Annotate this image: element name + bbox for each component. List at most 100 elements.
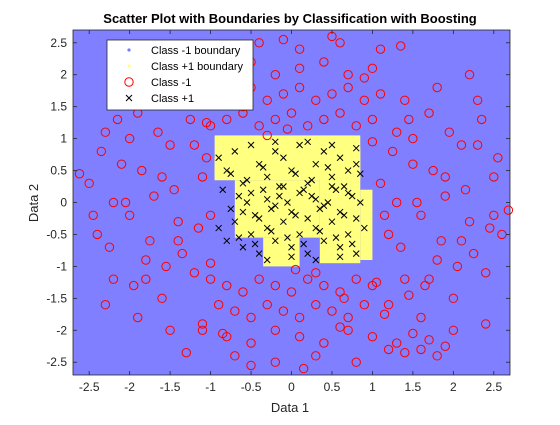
class-neg-point [359,300,370,310]
class-pos-point [284,234,291,241]
class-pos-point [304,250,312,257]
class-neg-point [436,236,446,246]
class-pos-point [259,186,267,194]
class-pos-point [300,240,307,248]
class-neg-point [489,172,499,182]
class-neg-point [481,319,491,329]
y-tick-label: -1.5 [46,291,67,305]
class-neg-point [319,280,329,291]
class-pos-point [320,202,328,210]
y-tick-label: 0 [60,196,67,210]
class-neg-point [270,70,281,80]
class-neg-point [201,117,212,128]
x-tick-label: -2.5 [79,380,100,394]
legend-label: Class +1 [151,93,194,105]
class-neg-point [396,41,406,51]
class-pos-point [271,237,279,245]
class-neg-point [432,255,442,265]
y-tick-label: -0.5 [46,227,67,241]
class-neg-point [213,300,224,310]
class-pos-point [340,211,348,219]
class-neg-point [428,165,438,176]
class-neg-point [270,325,281,335]
class-pos-point [328,218,336,226]
legend-marker-dot [127,64,131,68]
class-pos-point [239,179,247,187]
class-neg-point [74,169,85,179]
class-neg-point [270,114,281,125]
class-neg-point [254,38,264,48]
class-neg-point [294,331,305,342]
class-pos-point [352,215,360,222]
class-pos-point [255,215,263,222]
class-neg-point [246,338,256,348]
class-neg-point [185,114,196,125]
class-pos-point [316,205,324,213]
class-neg-point [327,306,337,316]
class-pos-point [356,170,364,178]
x-tick-label: 1.5 [405,380,422,394]
legend-label: Class -1 [151,77,191,89]
class-pos-point [308,192,316,200]
y-tick-label: 1 [60,132,67,146]
y-tick-label: 0.5 [50,164,67,178]
class-pos-point [255,250,263,257]
class-neg-point [440,341,450,351]
class-neg-point [278,89,289,99]
class-neg-point [367,137,378,147]
class-pos-point [247,141,255,149]
class-neg-point [481,268,491,278]
class-neg-point [375,44,386,54]
class-neg-point [432,351,442,361]
class-pos-point [219,186,227,194]
class-pos-point [328,173,336,181]
class-neg-point [367,63,378,74]
class-neg-point [302,121,313,131]
class-pos-point [284,199,291,206]
class-pos-point [340,183,348,190]
class-neg-point [157,293,167,304]
class-neg-point [343,82,353,93]
class-pos-point [304,138,312,146]
y-tick-label: 2 [60,68,67,82]
class-neg-point [359,73,370,83]
class-neg-point [262,95,272,105]
class-neg-point [120,197,131,208]
class-neg-point [262,130,272,141]
class-neg-point [367,114,378,125]
class-neg-point [383,300,394,310]
class-pos-point [263,195,271,203]
class-pos-point [332,234,340,241]
class-pos-point [223,167,231,174]
class-pos-point [344,189,352,197]
class-neg-point [218,328,228,339]
class-neg-point [157,172,167,182]
x-tick-label: -1.5 [160,380,181,394]
class-neg-point [201,153,212,163]
class-neg-point [476,114,487,125]
class-pos-point [320,237,328,245]
class-pos-point [215,224,223,232]
legend-marker-dot [127,48,131,52]
class-pos-point [223,237,231,245]
class-pos-point [296,189,303,197]
class-neg-point [311,95,321,105]
class-neg-point [302,274,313,284]
class-neg-point [205,210,216,220]
class-neg-point [286,287,297,297]
class-neg-point [424,274,434,284]
legend-box [106,39,254,111]
x-tick-label: 1 [369,380,376,394]
class-pos-point [263,256,271,264]
class-pos-point [239,243,247,251]
class-pos-point [231,148,239,155]
class-neg-point [464,70,475,80]
class-neg-point [387,146,398,157]
class-pos-point [239,208,247,216]
class-neg-point [165,140,175,150]
class-neg-point [290,264,301,275]
class-neg-point [124,210,135,220]
class-neg-point [472,140,483,150]
class-neg-point [371,277,382,288]
chart-title: Scatter Plot with Boundaries by Classifi… [103,11,476,26]
